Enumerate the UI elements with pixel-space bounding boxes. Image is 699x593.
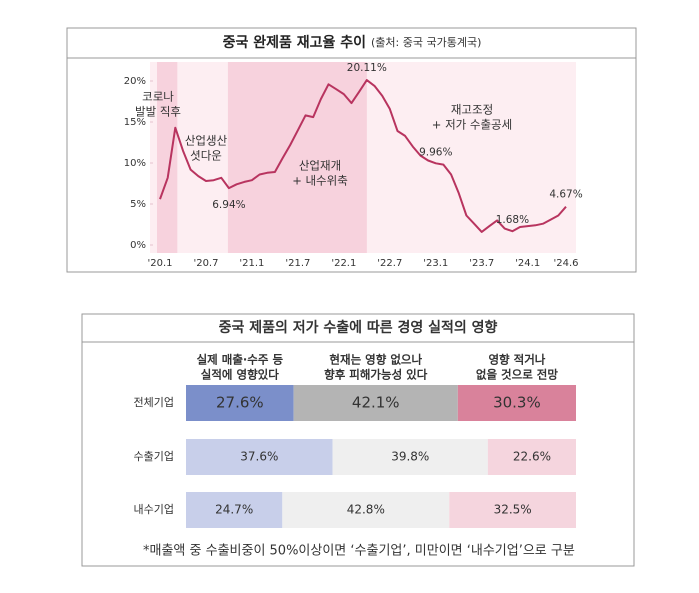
- bar-segment: [282, 492, 450, 528]
- value-label: 42.1%: [352, 394, 400, 412]
- annotation: + 저가 수출공세: [432, 118, 512, 132]
- value-label: 9.96%: [419, 146, 452, 158]
- annotation: 셧다운: [190, 149, 222, 163]
- x-tick-label: '23.7: [469, 258, 494, 269]
- bar-segment: [332, 439, 488, 475]
- period-band: [157, 62, 178, 253]
- value-label: 42.8%: [347, 503, 385, 517]
- legend-entry: 영향 적거나: [488, 353, 545, 367]
- value-label: 39.8%: [391, 450, 429, 464]
- value-label: 37.6%: [240, 450, 278, 464]
- x-tick-label: '21.1: [239, 258, 264, 269]
- legend-entry: 없을 것으로 전망: [476, 368, 558, 382]
- row-label: 전체기업: [134, 396, 174, 409]
- bar-segment: [186, 439, 333, 475]
- annotation: 코로나: [142, 90, 174, 104]
- value-label: 6.94%: [212, 199, 245, 211]
- y-tick-label: 15%: [124, 117, 146, 128]
- period-band: [227, 62, 367, 253]
- annotation: + 내수위축: [292, 174, 348, 188]
- annotation: 재고조정: [451, 103, 493, 117]
- row-label: 수출기업: [134, 450, 174, 463]
- y-tick-label: 20%: [124, 76, 146, 87]
- value-label: 20.11%: [347, 62, 387, 74]
- x-tick-label: '22.1: [331, 258, 356, 269]
- y-tick-label: 5%: [130, 199, 146, 210]
- chart1-subtitle: (출처: 중국 국가통계국): [371, 36, 481, 49]
- chart2-title: 중국 제품의 저가 수출에 따른 경영 실적의 영향: [219, 319, 498, 336]
- bar-segment: [457, 385, 576, 421]
- x-tick-label: '20.7: [193, 258, 218, 269]
- y-tick-label: 10%: [124, 158, 146, 169]
- bar-segment: [186, 385, 294, 421]
- x-tick-label: '22.7: [377, 258, 402, 269]
- value-label: 4.67%: [549, 189, 582, 201]
- chart1-title: 중국 완제품 재고율 추이: [223, 34, 366, 51]
- value-label: 24.7%: [215, 503, 253, 517]
- legend-entry: 향후 피해가능성 있다: [324, 368, 428, 382]
- bar-segment: [186, 492, 283, 528]
- x-tick-label: '24.6: [553, 258, 578, 269]
- value-label: 30.3%: [493, 394, 541, 412]
- footnote: *매출액 중 수출비중이 50%이상이면 ‘수출기업’, 미만이면 ‘내수기업’…: [143, 544, 575, 559]
- x-tick-label: '24.1: [515, 258, 540, 269]
- x-tick-label: '20.1: [147, 258, 172, 269]
- x-tick-label: '21.7: [285, 258, 310, 269]
- bar-segment: [293, 385, 458, 421]
- legend-entry: 실적에 영향있다: [201, 368, 279, 382]
- value-label: 22.6%: [513, 450, 551, 464]
- row-label: 내수기업: [134, 503, 174, 516]
- bar-segment: [487, 439, 576, 475]
- value-label: 1.68%: [496, 214, 529, 226]
- bar-segment: [449, 492, 576, 528]
- annotation: 산업생산: [185, 134, 228, 148]
- annotation: 발발 직후: [135, 105, 181, 119]
- legend-entry: 실제 매출·수주 등: [197, 353, 284, 367]
- chart1-heading: 중국 완제품 재고율 추이 (출처: 중국 국가통계국): [223, 34, 482, 51]
- line-series: [159, 79, 567, 233]
- legend-entry: 현재는 영향 없으나: [329, 353, 422, 367]
- value-label: 27.6%: [216, 394, 264, 412]
- y-tick-label: 0%: [130, 240, 146, 251]
- annotation: 산업재개: [299, 159, 341, 173]
- x-tick-label: '23.1: [423, 258, 448, 269]
- value-label: 32.5%: [494, 503, 532, 517]
